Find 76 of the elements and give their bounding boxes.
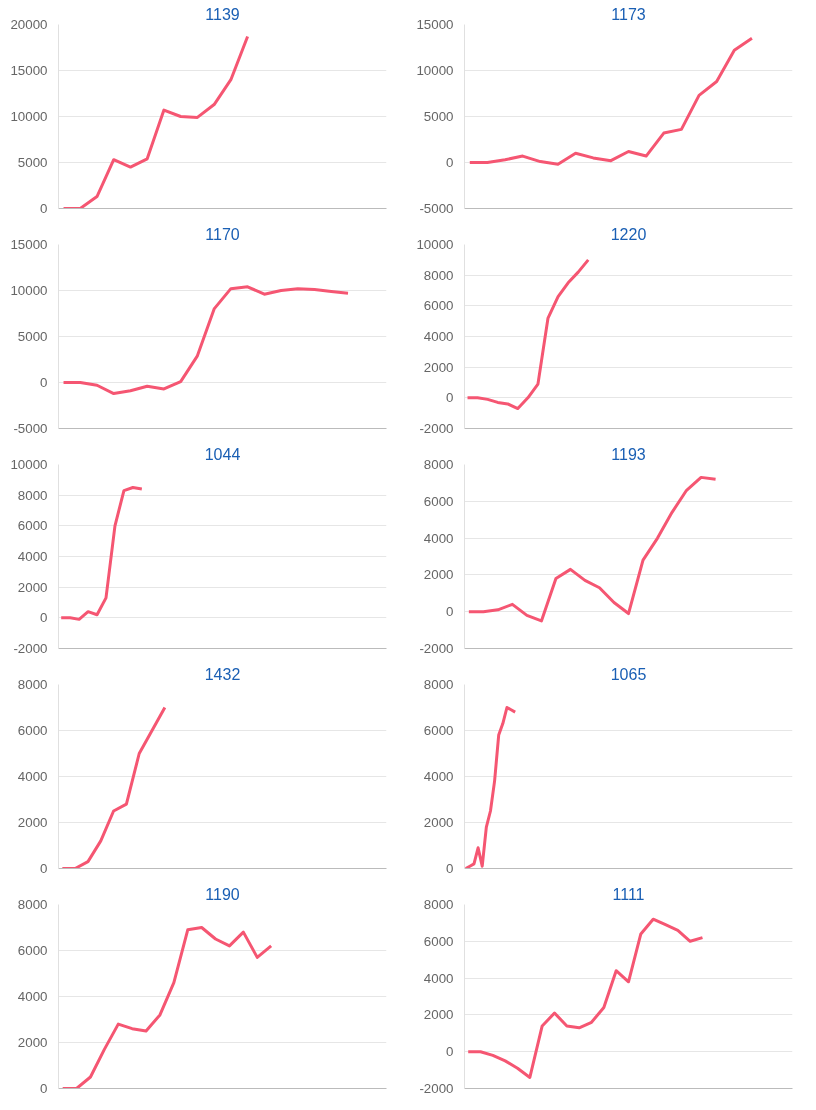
line-series — [464, 706, 517, 869]
y-tick-label: 2000 — [423, 359, 454, 375]
y-tick-label: -5000 — [419, 201, 454, 216]
y-tick-label: 10000 — [10, 457, 48, 472]
y-tick-label: 0 — [40, 861, 48, 876]
chart-title: 1044 — [204, 445, 241, 463]
chart-title: 1173 — [611, 5, 646, 23]
y-tick-label: 10000 — [416, 237, 454, 252]
line-series — [466, 917, 704, 1079]
chart-title: 1139 — [205, 5, 240, 23]
y-tick-label: 0 — [40, 375, 48, 390]
y-tick-label: 2000 — [423, 815, 454, 830]
y-tick-label: 5000 — [17, 329, 48, 344]
y-tick-label: 0 — [446, 390, 454, 406]
y-tick-label: 8000 — [423, 457, 454, 472]
y-tick-label: 8000 — [423, 897, 454, 912]
y-tick-label: 6000 — [17, 518, 48, 534]
y-tick-label: 8000 — [423, 677, 454, 692]
y-tick-label: 2000 — [423, 1007, 454, 1023]
y-tick-label: 15000 — [10, 63, 48, 78]
y-tick-label: 8000 — [17, 487, 48, 503]
y-tick-label: 5000 — [423, 109, 454, 124]
line-series — [60, 706, 167, 869]
chart-title: 1111 — [612, 885, 645, 903]
y-tick-label: 8000 — [17, 677, 48, 692]
y-tick-label: 4000 — [17, 549, 48, 564]
y-tick-label: 6000 — [423, 298, 454, 314]
y-tick-label: -2000 — [419, 421, 454, 436]
line-series — [62, 34, 250, 209]
y-tick-label: 4000 — [17, 769, 48, 784]
y-tick-label: 10000 — [416, 63, 454, 78]
y-tick-label: 2000 — [423, 567, 454, 583]
y-tick-label: 4000 — [423, 329, 454, 344]
y-tick-label: 0 — [446, 1044, 454, 1060]
y-tick-label: 2000 — [17, 579, 48, 595]
y-tick-label: -2000 — [419, 1081, 454, 1096]
y-tick-label: 4000 — [17, 989, 48, 1004]
chart-title: 1065 — [610, 665, 647, 683]
y-tick-label: 20000 — [10, 17, 48, 32]
line-series — [59, 486, 144, 621]
chart-title: 1432 — [204, 665, 241, 683]
y-tick-label: 2000 — [17, 815, 48, 830]
line-series — [466, 258, 590, 411]
y-tick-label: -5000 — [13, 421, 48, 436]
y-tick-label: 4000 — [423, 970, 454, 986]
line-series — [467, 475, 718, 623]
y-tick-label: 0 — [40, 201, 48, 216]
y-tick-label: 5000 — [17, 155, 48, 170]
y-tick-label: -2000 — [13, 641, 48, 656]
y-tick-label: 8000 — [17, 897, 48, 912]
y-tick-label: 0 — [446, 604, 454, 620]
line-series — [61, 926, 273, 1089]
y-tick-label: 4000 — [423, 769, 454, 784]
y-tick-label: 10000 — [10, 283, 48, 298]
y-tick-label: 15000 — [416, 17, 454, 32]
y-tick-label: 10000 — [10, 109, 48, 124]
chart-title: 1220 — [610, 225, 647, 243]
y-tick-label: 2000 — [17, 1035, 48, 1050]
chart-title: 1193 — [611, 445, 646, 463]
y-tick-label: 0 — [446, 861, 454, 876]
y-tick-label: 0 — [40, 610, 48, 626]
y-tick-label: 6000 — [423, 933, 454, 949]
chart-title: 1190 — [205, 885, 240, 903]
y-tick-label: 0 — [446, 155, 454, 170]
y-tick-label: 8000 — [423, 267, 454, 283]
y-tick-label: -2000 — [419, 641, 454, 656]
y-tick-label: 15000 — [10, 237, 48, 252]
line-series — [468, 36, 754, 166]
line-series — [62, 285, 350, 396]
y-tick-label: 6000 — [17, 943, 48, 958]
y-tick-label: 6000 — [423, 723, 454, 738]
y-tick-label: 6000 — [423, 493, 454, 509]
y-tick-label: 0 — [40, 1081, 48, 1096]
y-tick-label: 4000 — [423, 530, 454, 546]
chart-title: 1170 — [205, 225, 240, 243]
y-tick-label: 6000 — [17, 723, 48, 738]
